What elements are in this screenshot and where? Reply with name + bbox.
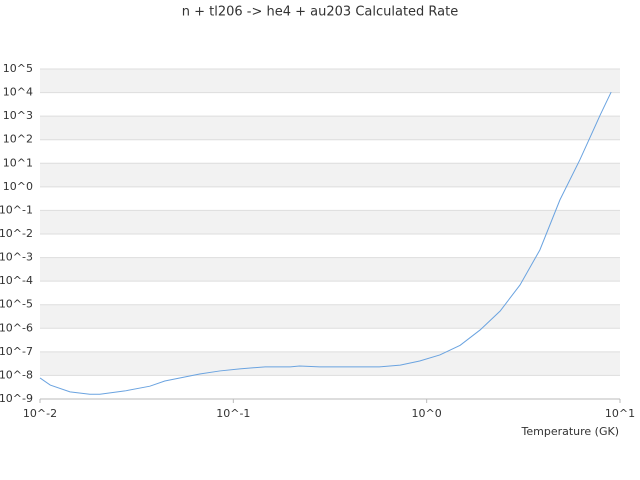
- y-tick-label: 10^-3: [0, 251, 33, 264]
- x-tick-label: 10^0: [412, 407, 442, 420]
- grid-band: [40, 351, 620, 376]
- y-tick-label: 10^0: [3, 180, 33, 193]
- y-tick-label: 10^4: [3, 86, 33, 99]
- grid-band: [40, 210, 620, 234]
- grid-band: [40, 163, 620, 187]
- x-tick-label: 10^-1: [216, 407, 250, 420]
- y-tick-label: 10^-6: [0, 321, 33, 334]
- y-tick-label: 10^-2: [0, 227, 33, 240]
- y-tick-label: 10^-5: [0, 298, 33, 311]
- x-tick-label: 10^-2: [23, 407, 57, 420]
- y-tick-label: 10^-7: [0, 345, 33, 358]
- grid-band: [40, 69, 620, 93]
- chart-title: n + tl206 -> he4 + au203 Calculated Rate: [182, 5, 459, 20]
- y-tick-label: 10^2: [3, 133, 33, 146]
- y-tick-label: 10^-8: [0, 368, 33, 381]
- y-tick-label: 10^-1: [0, 203, 33, 216]
- grid-band: [40, 257, 620, 282]
- y-tick-label: 10^3: [3, 109, 33, 122]
- data-line: [39, 91, 612, 395]
- y-tick-label: 10^-4: [0, 274, 33, 287]
- grid-band: [40, 116, 620, 140]
- y-tick-label: 10^1: [3, 156, 33, 169]
- x-axis-label: Temperature (GK): [521, 425, 620, 438]
- x-tick-label: 10^1: [605, 407, 635, 420]
- y-tick-label: 10^-9: [0, 392, 33, 405]
- y-tick-label: 10^5: [3, 62, 33, 75]
- grid-band: [40, 304, 620, 329]
